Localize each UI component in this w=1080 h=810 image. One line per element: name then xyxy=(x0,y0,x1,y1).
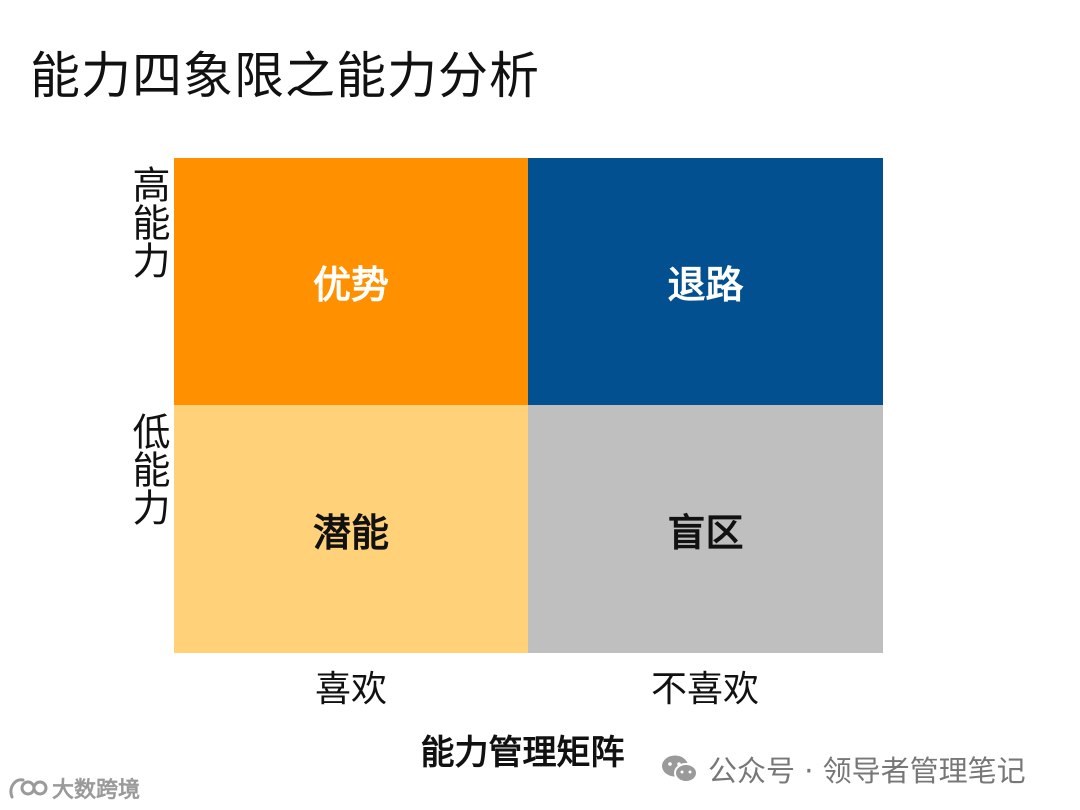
x-axis-label-dislike: 不喜欢 xyxy=(650,669,759,710)
wechat-icon xyxy=(662,755,698,783)
x-axis-label-like: 喜欢 xyxy=(314,669,387,710)
quadrant-label-fallback: 退路 xyxy=(667,263,744,307)
quadrant-top-right: 退路 xyxy=(528,158,883,405)
matrix-caption: 能力管理矩阵 xyxy=(420,733,625,773)
ability-matrix: 优势 退路 潜能 盲区 xyxy=(174,158,883,653)
brand-watermark: 大数跨境 xyxy=(8,772,140,804)
y-axis-label-high: 高能力 xyxy=(126,165,170,279)
quadrant-label-advantage: 优势 xyxy=(312,263,389,307)
y-axis-label-low: 低能力 xyxy=(126,412,170,526)
brand-text: 大数跨境 xyxy=(52,778,141,803)
quadrant-top-left: 优势 xyxy=(174,158,528,405)
page-title: 能力四象限之能力分析 xyxy=(30,47,540,105)
source-watermark: 公众号 · 领导者管理笔记 xyxy=(660,748,1026,790)
brand-logo-icon xyxy=(9,778,48,799)
source-text: 公众号 · 领导者管理笔记 xyxy=(708,754,1026,788)
quadrant-label-potential: 潜能 xyxy=(312,510,389,555)
quadrant-label-blind-spot: 盲区 xyxy=(667,510,744,555)
quadrant-bottom-left: 潜能 xyxy=(174,405,528,653)
quadrant-bottom-right: 盲区 xyxy=(528,405,883,653)
